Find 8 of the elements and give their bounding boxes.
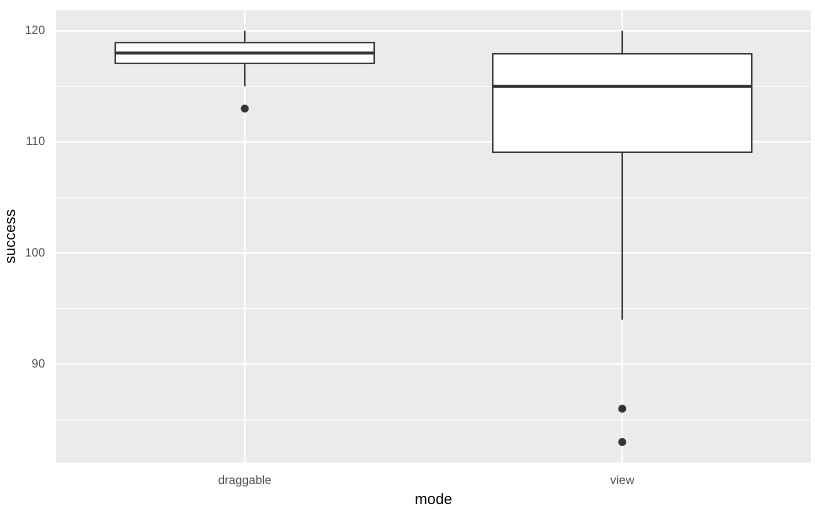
x-tick-label: view	[610, 473, 635, 488]
y-tick-label: 100	[24, 245, 46, 260]
y-tick-label: 110	[26, 134, 46, 148]
x-tick-label: draggable	[218, 473, 272, 488]
y-tick-label: 90	[32, 356, 46, 371]
y-axis-title: success	[2, 209, 20, 264]
x-axis-title: mode	[414, 491, 452, 508]
y-tick-label: 120	[24, 23, 46, 38]
